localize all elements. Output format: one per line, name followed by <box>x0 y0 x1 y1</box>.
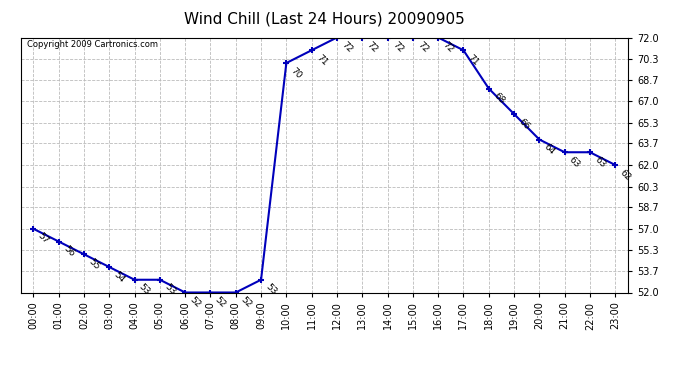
Text: Wind Chill (Last 24 Hours) 20090905: Wind Chill (Last 24 Hours) 20090905 <box>184 11 464 26</box>
Text: 66: 66 <box>517 117 531 131</box>
Text: 72: 72 <box>391 40 405 55</box>
Text: 53: 53 <box>163 282 177 297</box>
Text: 57: 57 <box>36 231 50 246</box>
Text: Copyright 2009 Cartronics.com: Copyright 2009 Cartronics.com <box>27 40 158 49</box>
Text: 72: 72 <box>415 40 430 55</box>
Text: 52: 52 <box>213 295 228 310</box>
Text: 52: 52 <box>188 295 202 310</box>
Text: 72: 72 <box>365 40 380 55</box>
Text: 70: 70 <box>289 66 304 80</box>
Text: 63: 63 <box>567 155 582 170</box>
Text: 62: 62 <box>618 168 633 182</box>
Text: 68: 68 <box>491 91 506 106</box>
Text: 72: 72 <box>441 40 455 55</box>
Text: 64: 64 <box>542 142 557 157</box>
Text: 63: 63 <box>593 155 607 170</box>
Text: 54: 54 <box>112 270 126 284</box>
Text: 53: 53 <box>137 282 152 297</box>
Text: 53: 53 <box>264 282 278 297</box>
Text: 71: 71 <box>466 53 481 68</box>
Text: 71: 71 <box>315 53 329 68</box>
Text: 55: 55 <box>87 257 101 272</box>
Text: 56: 56 <box>61 244 76 259</box>
Text: 52: 52 <box>239 295 253 310</box>
Text: 72: 72 <box>339 40 354 55</box>
